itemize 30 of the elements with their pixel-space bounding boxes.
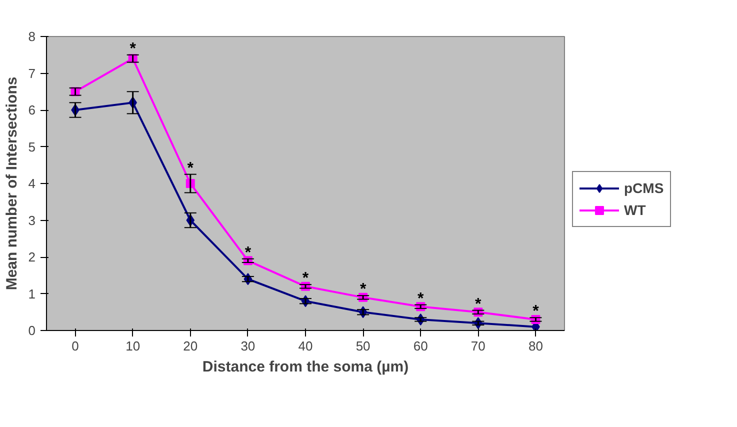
x-tick-label: 60 <box>413 338 428 354</box>
legend-label: WT <box>624 202 646 218</box>
x-tick-label: 70 <box>470 338 486 354</box>
y-axis-title: Mean number of Intersections <box>3 76 20 290</box>
y-tick-label: 1 <box>28 286 36 302</box>
y-tick-label: 7 <box>28 66 36 81</box>
annotation: * <box>302 270 310 288</box>
x-axis-title: Distance from the soma (µm) <box>202 358 409 376</box>
y-tick-label: 2 <box>28 250 36 264</box>
x-tick-label: 30 <box>240 338 256 354</box>
legend-label: pCMS <box>624 180 664 196</box>
annotation: * <box>418 290 424 308</box>
y-tick-label: 4 <box>28 176 36 191</box>
annotation: * <box>187 160 194 177</box>
x-tick-label: 40 <box>298 338 313 354</box>
y-tick-label: 3 <box>28 212 36 228</box>
x-tick-label: 20 <box>183 338 198 354</box>
y-tick-label: 8 <box>28 29 36 44</box>
x-tick-label: 0 <box>72 338 79 354</box>
x-tick-label: 10 <box>126 338 140 354</box>
annotation: * <box>244 244 252 262</box>
annotation: * <box>130 40 137 58</box>
annotation: * <box>475 296 482 313</box>
y-tick-label: 0 <box>28 323 36 338</box>
y-tick-label: 6 <box>28 102 36 118</box>
y-tick-label: 5 <box>28 139 36 154</box>
x-tick-label: 80 <box>528 338 543 354</box>
x-tick-label: 50 <box>356 338 370 354</box>
annotation: * <box>360 281 367 298</box>
annotation: * <box>532 303 540 320</box>
